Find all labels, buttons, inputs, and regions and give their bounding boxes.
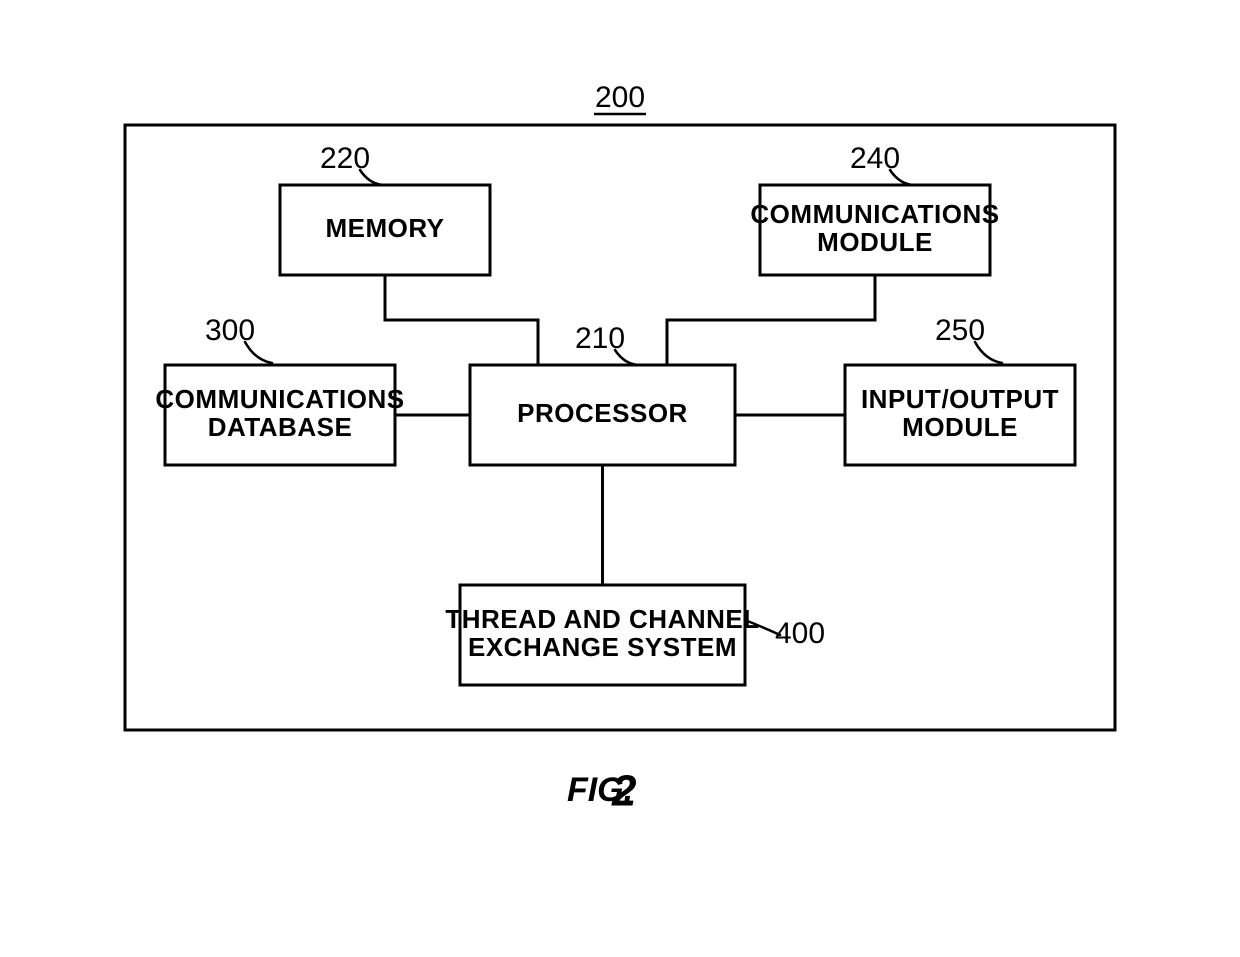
node-comm_db-ref: 300	[205, 314, 255, 347]
node-exchange-label-0: THREAD AND CHANNEL	[445, 604, 759, 634]
node-io_module-label-1: MODULE	[902, 412, 1018, 442]
figure-caption-number: 2	[611, 767, 637, 816]
node-io_module-ref: 250	[935, 314, 985, 347]
node-memory-ref: 220	[320, 142, 370, 175]
node-io_module-label-0: INPUT/OUTPUT	[861, 384, 1059, 414]
node-processor-label-0: PROCESSOR	[517, 398, 688, 428]
node-processor-ref: 210	[575, 322, 625, 355]
node-memory-label-0: MEMORY	[325, 213, 444, 243]
node-comm_module-ref: 240	[850, 142, 900, 175]
block-diagram: MEMORY220COMMUNICATIONSMODULE240COMMUNIC…	[0, 0, 1240, 957]
node-comm_db-label-0: COMMUNICATIONS	[155, 384, 404, 414]
system-ref-200: 200	[595, 81, 645, 114]
node-exchange-label-1: EXCHANGE SYSTEM	[468, 632, 737, 662]
node-exchange-ref: 400	[775, 617, 825, 650]
node-comm_module-label-0: COMMUNICATIONS	[750, 199, 999, 229]
node-comm_module-label-1: MODULE	[817, 227, 933, 257]
node-comm_db-label-1: DATABASE	[208, 412, 353, 442]
